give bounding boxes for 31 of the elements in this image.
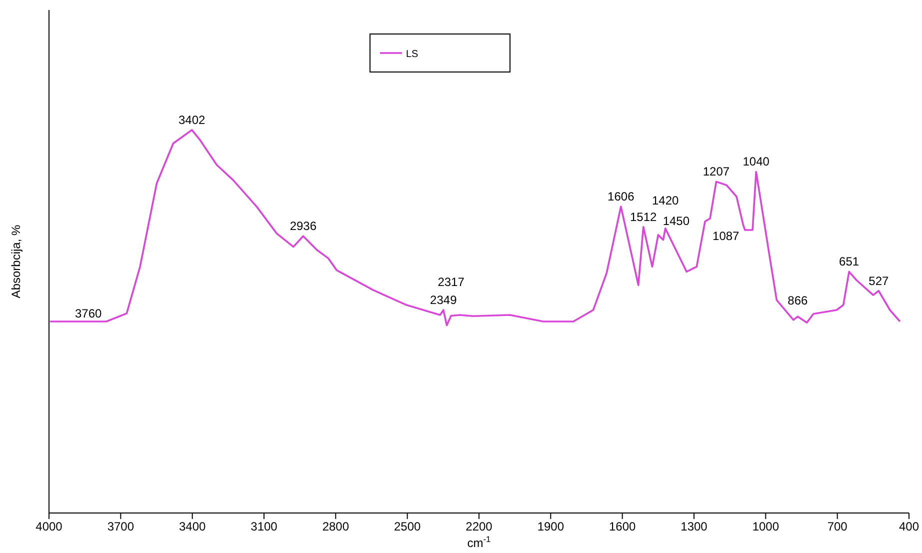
x-tick-label: 400 <box>898 520 920 534</box>
annotation: 1207 <box>702 164 730 179</box>
annotation: 527 <box>868 274 889 288</box>
x-tick-label: 3100 <box>250 520 278 534</box>
annotation: 1420 <box>652 193 680 208</box>
legend-label: LS <box>406 49 419 60</box>
x-tick-label: 2800 <box>322 520 350 534</box>
x-tick-label: 2500 <box>394 520 422 534</box>
annotation: 1450 <box>662 214 690 228</box>
x-tick-label: 3700 <box>107 520 134 534</box>
annotation: 1606 <box>608 190 635 204</box>
annotation: 3402 <box>178 113 206 127</box>
annotation: 1087 <box>712 228 740 243</box>
annotation: 2317 <box>438 274 465 289</box>
x-axis-title: cm$^{-1}$ <box>467 534 492 550</box>
y-axis-title: Absorbcija, % <box>9 224 23 298</box>
x-tick-label: 2200 <box>466 520 493 534</box>
x-tick-label: 1300 <box>680 520 708 534</box>
annotation: 1040 <box>742 154 770 169</box>
x-tick-label: 1900 <box>537 520 564 534</box>
x-tick-label: 1000 <box>752 520 780 534</box>
annotation: 2936 <box>290 219 317 234</box>
x-tick-label: 3400 <box>178 520 206 534</box>
x-tick-label: 1600 <box>608 520 636 534</box>
x-tick-label: 700 <box>827 520 848 534</box>
annotation: 1512 <box>630 210 658 224</box>
annotation: 2349 <box>430 293 458 308</box>
annotation: 651 <box>839 254 860 269</box>
x-tick-label: 4000 <box>36 520 63 534</box>
annotation: 3760 <box>74 306 102 320</box>
annotation: 866 <box>788 294 808 308</box>
